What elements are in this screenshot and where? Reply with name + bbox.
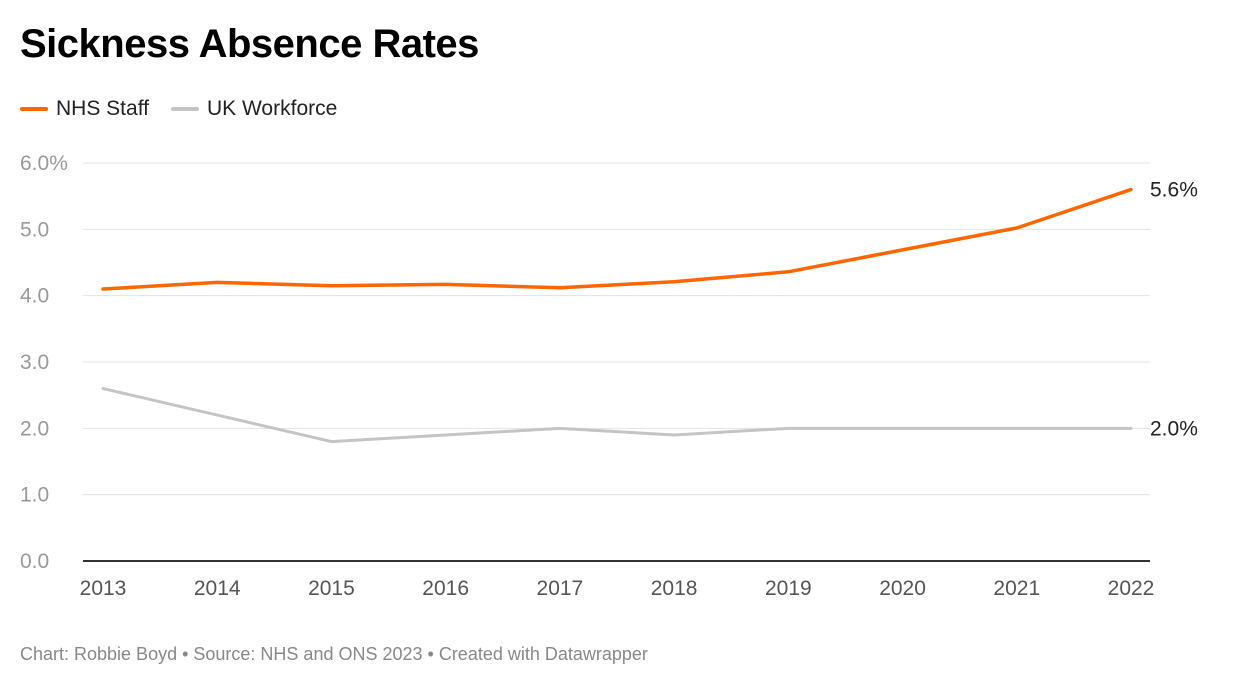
chart-title: Sickness Absence Rates — [20, 22, 479, 66]
x-tick-label: 2018 — [651, 577, 698, 600]
x-tick-label: 2013 — [80, 577, 127, 600]
y-tick-label: 0.0 — [20, 550, 49, 573]
x-tick-label: 2016 — [422, 577, 469, 600]
y-tick-label: 5.0 — [20, 218, 49, 241]
legend-label-nhs: NHS Staff — [56, 97, 149, 120]
x-tick-label: 2020 — [879, 577, 926, 600]
y-tick-label: 2.0 — [20, 417, 49, 440]
x-tick-label: 2015 — [308, 577, 355, 600]
legend-item-nhs: NHS Staff — [20, 97, 149, 121]
legend-label-uk: UK Workforce — [206, 97, 338, 120]
legend-swatch-uk — [170, 107, 199, 111]
x-tick-label: 2019 — [765, 577, 812, 600]
series-line-0 — [101, 187, 1133, 291]
x-tick-label: 2021 — [993, 577, 1040, 600]
legend-swatch-nhs — [20, 107, 48, 111]
legend: NHS Staff UK Workforce — [20, 97, 337, 121]
x-tick-label: 2017 — [537, 577, 584, 600]
y-tick-label: 4.0 — [20, 285, 49, 308]
x-tick-label: 2014 — [194, 577, 241, 600]
legend-item-uk: UK Workforce — [170, 97, 338, 121]
y-tick-label: 3.0 — [20, 351, 49, 374]
y-tick-label: 1.0 — [20, 484, 49, 507]
y-tick-label: 6.0% — [20, 152, 68, 175]
chart-footer: Chart: Robbie Boyd • Source: NHS and ONS… — [20, 644, 648, 664]
x-tick-label: 2022 — [1108, 577, 1155, 600]
series-line-1 — [101, 387, 1133, 444]
end-label-0: 5.6% — [1150, 179, 1198, 202]
end-label-1: 2.0% — [1150, 417, 1198, 440]
